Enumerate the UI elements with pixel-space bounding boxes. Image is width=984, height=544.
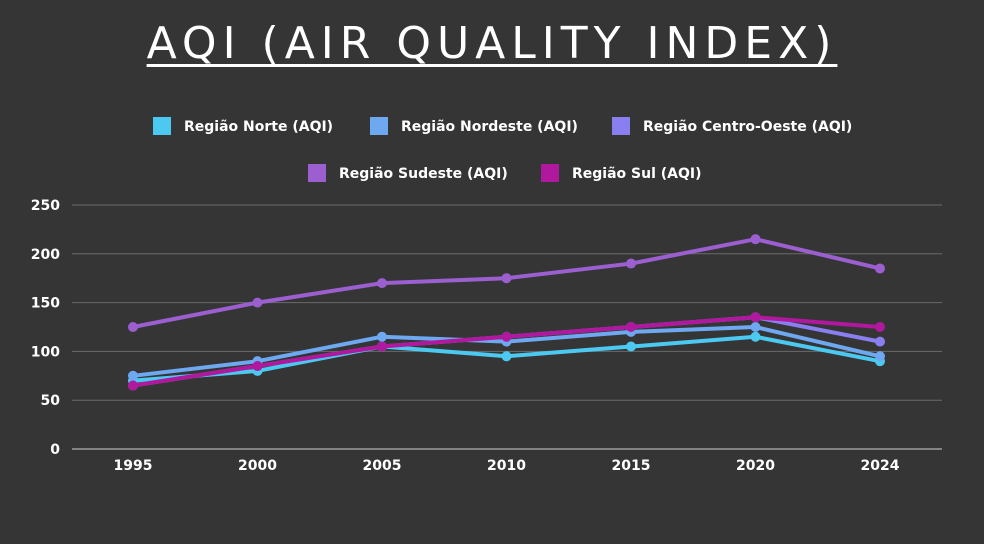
x-tick-label: 2010 [487,458,526,474]
x-tick-label: 2024 [861,458,900,474]
data-point [377,278,387,289]
y-tick-label: 100 [31,344,60,360]
x-tick-label: 1995 [114,458,153,474]
y-axis-ticks: 0 50 100 150 200 250 [31,198,60,458]
legend-item: Região Sul (AQI) [541,164,702,182]
data-point [128,380,138,391]
legend-item: Região Nordeste (AQI) [370,117,578,135]
legend-label: Região Norte (AQI) [184,119,333,135]
x-tick-label: 2005 [363,458,402,474]
series-4 [128,234,885,332]
data-point [626,341,636,352]
data-point [750,234,761,245]
legend-label: Região Nordeste (AQI) [401,119,578,135]
data-point [128,322,138,332]
legend-label: Região Sul (AQI) [572,166,702,182]
x-tick-label: 2020 [736,458,775,474]
data-point [626,322,636,332]
y-tick-label: 200 [31,247,60,263]
data-point [377,331,387,342]
data-point [501,351,512,362]
data-point [252,361,263,372]
legend-swatch [541,164,559,182]
legend: Região Norte (AQI) Região Nordeste (AQI) R… [153,117,852,182]
legend-label: Região Centro-Oeste (AQI) [643,119,852,135]
legend-item: Região Norte (AQI) [153,117,333,135]
legend-swatch [308,164,326,182]
y-tick-label: 150 [31,296,60,312]
legend-item: Região Sudeste (AQI) [308,164,508,182]
data-point [875,336,885,347]
legend-label: Região Sudeste (AQI) [339,166,508,182]
legend-swatch [153,117,171,135]
data-point [377,341,387,352]
x-axis-ticks: 1995 2000 2005 2010 2015 2020 2024 [114,458,900,474]
data-point [128,370,138,381]
y-tick-label: 250 [31,198,60,214]
data-point [501,273,512,284]
data-point [875,351,885,362]
data-point [252,297,263,308]
data-point [875,263,885,274]
data-point [750,331,761,342]
x-tick-label: 2000 [238,458,277,474]
data-point [750,322,761,332]
data-point [875,322,885,332]
chart-title: AQI (AIR QUALITY INDEX) [146,18,838,69]
series-lines [128,234,885,391]
data-point [750,312,761,323]
data-point [626,258,636,269]
series-5 [128,312,885,391]
data-point [501,331,512,342]
x-tick-label: 2015 [612,458,651,474]
legend-item: Região Centro-Oeste (AQI) [612,117,852,135]
y-tick-label: 0 [50,442,60,458]
legend-swatch [370,117,388,135]
y-tick-label: 50 [41,393,61,409]
legend-swatch [612,117,630,135]
